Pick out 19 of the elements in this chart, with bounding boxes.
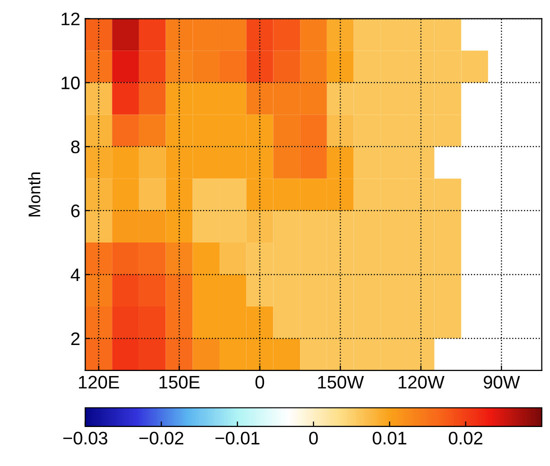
y-tick-label: 8 (71, 140, 80, 154)
x-tick-label: 150W (318, 376, 364, 389)
y-tick-label: 10 (62, 76, 80, 90)
y-tick-label: 4 (70, 268, 80, 282)
x-tick-label: 120W (398, 376, 444, 389)
color-bar-label: 0.02 (448, 432, 482, 445)
x-tick-label: 150E (160, 376, 200, 389)
x-tick-label: 0 (255, 376, 264, 389)
y-tick-label: 6 (71, 204, 80, 218)
x-tick-label: 90W (484, 376, 520, 389)
y-tick-label: 2 (71, 332, 80, 346)
color-bar-label: −0.01 (215, 432, 260, 445)
y-axis-title: Month (28, 172, 40, 216)
color-bar-label: −0.02 (139, 432, 184, 445)
color-bar-label: 0.01 (372, 432, 406, 445)
color-bar-label: 0 (309, 432, 318, 445)
y-tick-label: 12 (62, 12, 80, 26)
color-bar-label: −0.03 (63, 432, 108, 445)
x-tick-label: 120E (78, 376, 119, 389)
